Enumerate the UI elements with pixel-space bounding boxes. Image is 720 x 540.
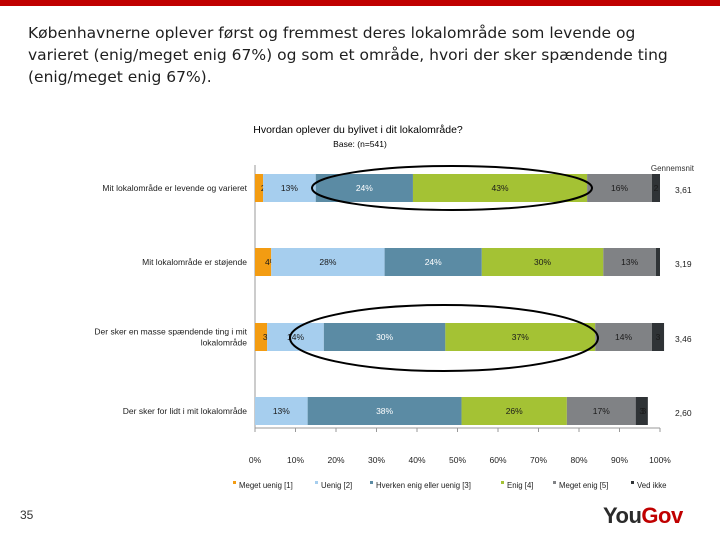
legend-label: Uenig [2]	[321, 481, 352, 490]
average-value: 3,19	[675, 259, 692, 269]
extra-data-label: 3	[641, 406, 646, 416]
bar-segment	[635, 397, 648, 425]
bar-segment	[603, 248, 656, 276]
bar-segment	[566, 397, 636, 425]
data-label: 14%	[287, 332, 304, 342]
legend-label: Meget uenig [1]	[239, 481, 293, 490]
bar-segment	[587, 174, 652, 202]
x-tick-label: 10%	[287, 455, 304, 465]
logo-you: You	[603, 503, 642, 528]
category-label: Mit lokalområde er støjende	[142, 257, 247, 267]
average-header: Gennemsnit	[651, 164, 695, 173]
legend-swatch	[370, 481, 373, 484]
average-value: 2,60	[675, 408, 692, 418]
data-label: 3	[656, 332, 661, 342]
data-label: 24%	[356, 183, 373, 193]
data-label: 2	[654, 183, 659, 193]
bar-segment	[651, 323, 665, 351]
bar-segment	[263, 174, 316, 202]
bar-segment	[655, 248, 660, 276]
bar-segment	[595, 323, 652, 351]
bar-segment	[255, 174, 264, 202]
bar-segment	[445, 323, 596, 351]
data-label: 38%	[376, 406, 393, 416]
legend-swatch	[233, 481, 236, 484]
x-tick-label: 0%	[249, 455, 262, 465]
legend-label: Ved ikke	[637, 481, 666, 490]
x-tick-label: 50%	[449, 455, 466, 465]
bar-segment	[255, 248, 272, 276]
bar-segment	[271, 248, 385, 276]
slide-headline: Københavnerne oplever først og fremmest …	[28, 24, 668, 86]
top-accent-bar	[0, 0, 720, 6]
average-value: 3,61	[675, 185, 692, 195]
data-label: 30%	[534, 257, 551, 267]
data-label: 17%	[593, 406, 610, 416]
legend-label: Meget enig [5]	[559, 481, 608, 490]
legend-swatch	[631, 481, 634, 484]
chart-title: Hvordan oplever du bylivet i dit lokalom…	[253, 124, 463, 136]
legend-swatch	[501, 481, 504, 484]
chart-subtitle: Base: (n=541)	[333, 139, 387, 149]
bar-segment	[481, 248, 604, 276]
x-tick-label: 80%	[570, 455, 587, 465]
category-label: Der sker en masse spændende ting i mit lo…	[94, 327, 247, 348]
highlight-ellipse-spaendende	[289, 304, 599, 372]
data-label: 43%	[492, 183, 509, 193]
average-value: 3,46	[675, 334, 692, 344]
legend-label: Hverken enig eller uenig [3]	[376, 481, 471, 490]
bar-segment	[412, 174, 588, 202]
category-label: Mit lokalområde er levende og varieret	[102, 183, 247, 193]
yougov-logo: YouGov	[603, 503, 683, 529]
category-label: Der sker for lidt i mit lokalområde	[123, 406, 248, 416]
data-label: 37%	[512, 332, 529, 342]
x-tick-label: 20%	[327, 455, 344, 465]
x-tick-label: 30%	[368, 455, 385, 465]
page-number: 35	[20, 508, 34, 522]
x-tick-label: 40%	[408, 455, 425, 465]
data-label: 14%	[615, 332, 632, 342]
bar-segment	[255, 323, 268, 351]
data-label: 16%	[611, 183, 628, 193]
logo-gov: Gov	[641, 503, 683, 528]
bar-segment	[307, 397, 462, 425]
legend-swatch	[553, 481, 556, 484]
data-label: 13%	[621, 257, 638, 267]
x-tick-label: 70%	[530, 455, 547, 465]
bar-segment	[384, 248, 482, 276]
data-label: 28%	[319, 257, 336, 267]
bar-segment	[461, 397, 567, 425]
highlight-ellipse-levende	[311, 165, 593, 211]
legend-swatch	[315, 481, 318, 484]
bar-segment	[323, 323, 446, 351]
bar-segment	[651, 174, 660, 202]
data-label: 3	[639, 406, 644, 416]
x-tick-label: 90%	[611, 455, 628, 465]
bar-segment	[315, 174, 413, 202]
legend-label: Enig [4]	[507, 481, 533, 490]
x-tick-label: 100%	[649, 455, 671, 465]
x-tick-label: 60%	[489, 455, 506, 465]
bar-segment	[255, 397, 308, 425]
data-label: 30%	[376, 332, 393, 342]
data-label: 13%	[281, 183, 298, 193]
data-label: 13%	[273, 406, 290, 416]
data-label: 24%	[425, 257, 442, 267]
data-label: 26%	[506, 406, 523, 416]
